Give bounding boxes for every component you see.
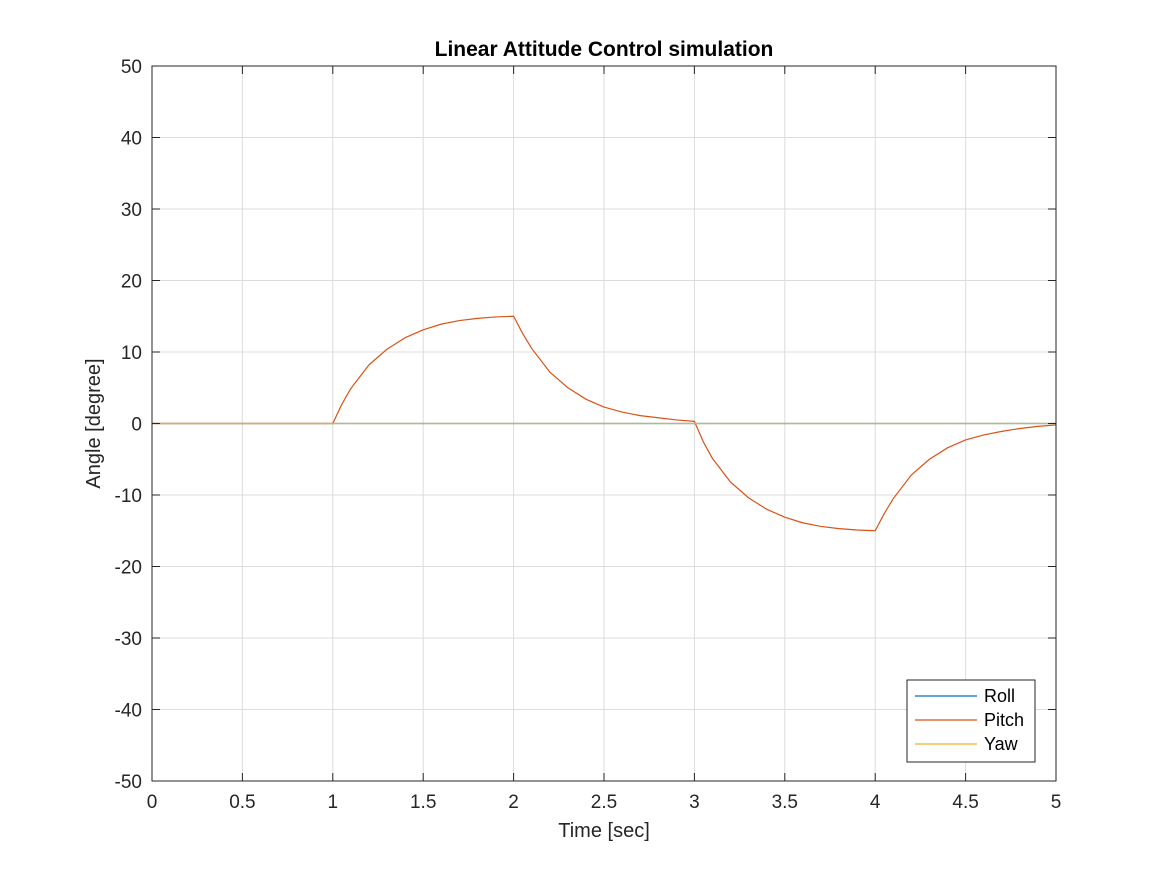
axis-ticks: 0 0.5 1 1.5 2 2.5 3 3.5 4 4.5 5 -50 -40 -30 -20 -10 0 10 2… bbox=[115, 57, 1062, 813]
series-layer bbox=[152, 315, 1057, 532]
y-tick-label: -40 bbox=[115, 701, 142, 722]
x-tick-label: 1.5 bbox=[410, 792, 436, 813]
y-tick-label: 0 bbox=[131, 415, 142, 436]
x-tick-label: 1 bbox=[328, 792, 339, 813]
legend-label: Yaw bbox=[984, 734, 1019, 754]
y-tick-label: -50 bbox=[115, 772, 142, 793]
x-axis-title: Time [sec] bbox=[558, 820, 650, 842]
legend-label: Roll bbox=[984, 686, 1015, 706]
x-tick-label: 4 bbox=[870, 792, 881, 813]
series-line-pitch bbox=[152, 315, 1057, 532]
y-axis-title: Angle [degree] bbox=[83, 358, 105, 488]
y-tick-label: -30 bbox=[115, 629, 142, 650]
x-tick-label: 2.5 bbox=[591, 792, 617, 813]
x-tick-label: 0 bbox=[147, 792, 158, 813]
chart-title: Linear Attitude Control simulation bbox=[435, 38, 774, 61]
y-tick-label: 40 bbox=[121, 129, 142, 150]
legend-label: Pitch bbox=[984, 710, 1024, 730]
x-tick-label: 2 bbox=[508, 792, 519, 813]
y-tick-label: 30 bbox=[121, 200, 142, 221]
x-tick-label: 0.5 bbox=[229, 792, 255, 813]
x-tick-label: 4.5 bbox=[952, 792, 978, 813]
x-tick-label: 3 bbox=[689, 792, 700, 813]
y-tick-label: 10 bbox=[121, 343, 142, 364]
y-tick-label: 50 bbox=[121, 57, 142, 78]
y-tick-label: 20 bbox=[121, 272, 142, 293]
y-tick-label: -20 bbox=[115, 558, 142, 579]
x-tick-label: 3.5 bbox=[772, 792, 798, 813]
legend: Roll Pitch Yaw bbox=[906, 679, 1036, 763]
y-tick-label: -10 bbox=[115, 486, 142, 507]
legend-box bbox=[906, 679, 1036, 763]
x-tick-label: 5 bbox=[1051, 792, 1062, 813]
